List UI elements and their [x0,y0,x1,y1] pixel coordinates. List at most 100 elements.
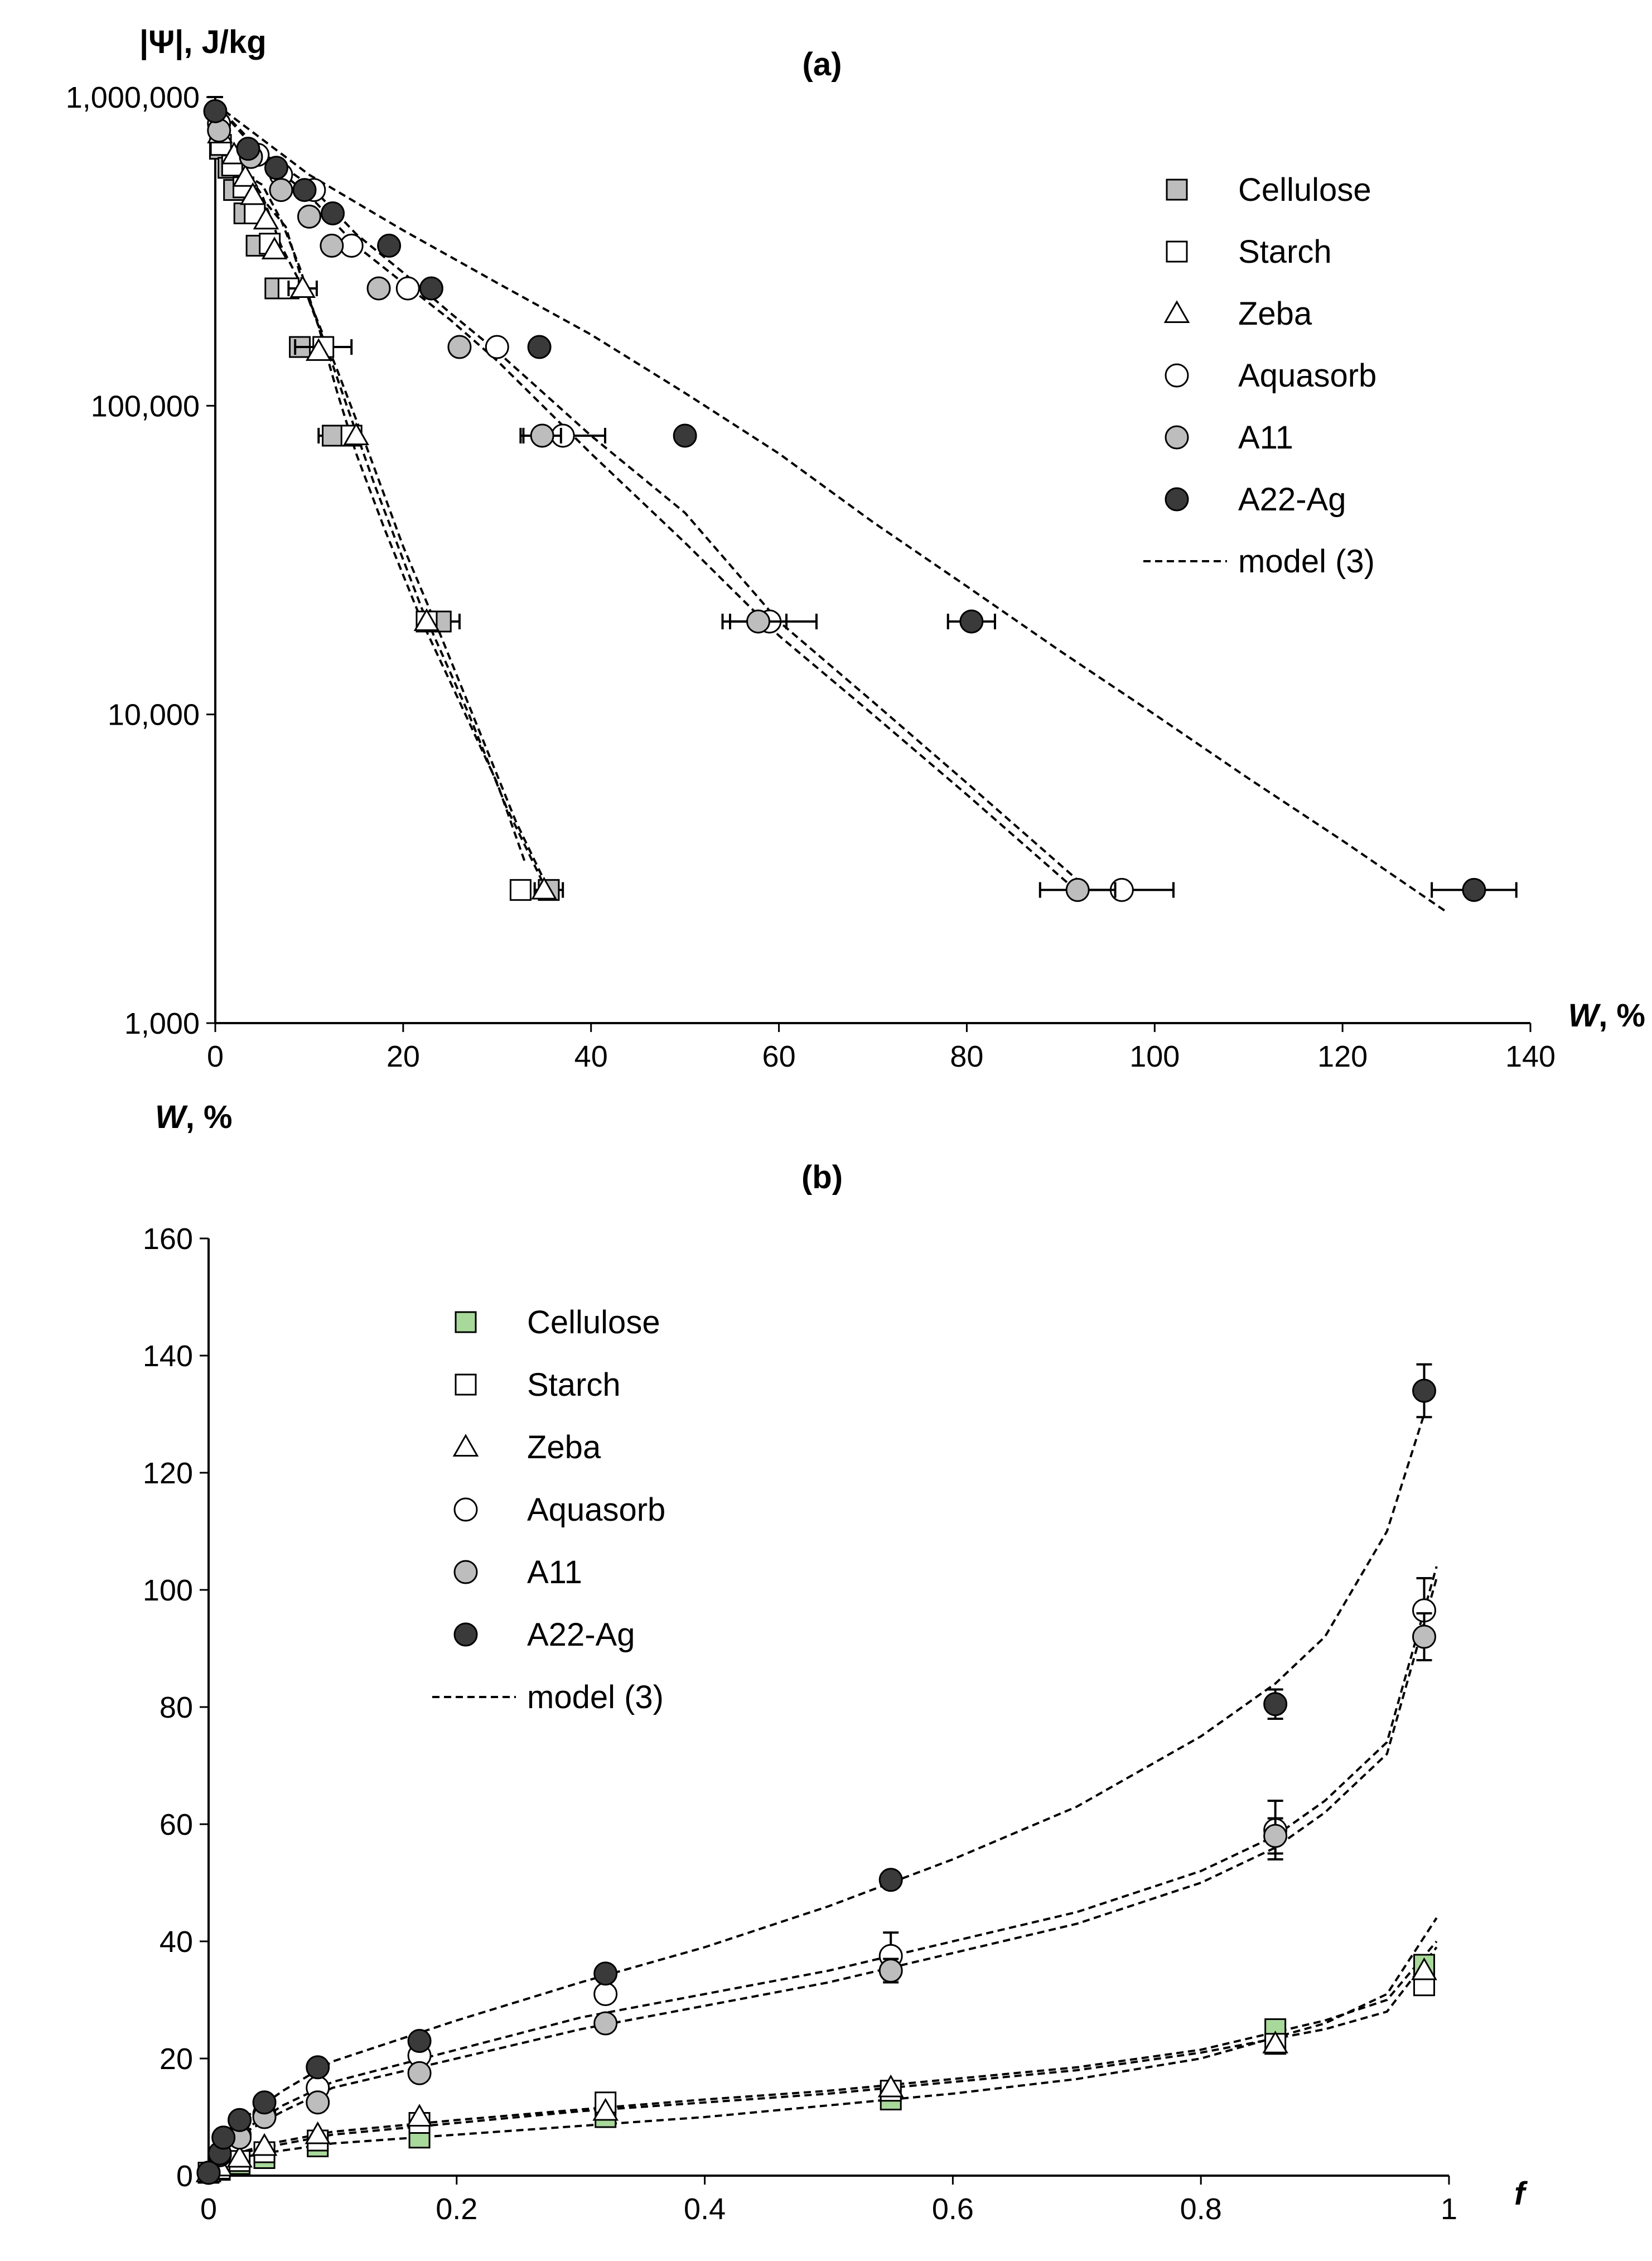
a-zeba-point [413,608,440,631]
b-a11-point [878,1959,903,1983]
panel-a-y-tick-label: 10,000 [108,698,200,732]
b-zeba-point [1411,1957,1437,1980]
panel-b-y-tick-label: 160 [143,1222,193,1256]
panel-b-y-tick-labels: 0 20 40 60 80 100 120 140 160 [143,1222,193,2193]
a-a22-ag-point [527,335,552,359]
b-zeba-point [592,2098,619,2121]
panel-a-y-tick-label: 100,000 [91,389,200,423]
panel-b-axes [200,1237,1450,2185]
b-legend-marker-aquasorb [453,1497,478,1522]
legend-label-zeba: Zeba [527,1429,601,1465]
panel-a-data-points [203,96,1518,902]
a-legend-marker-cellulose [1166,179,1188,201]
panel-b-x-axis-title: f [1514,2176,1528,2212]
b-a22-ag-point [878,1868,903,1892]
b-a11-point [407,2061,432,2085]
panel-a-x-tick-label: 120 [1317,1040,1368,1073]
a-a11-point [366,276,391,301]
b-a22-ag-point [593,1961,618,1986]
b-aquasorb-point [593,1982,618,2006]
panel-a-x-tick-label: 40 [574,1040,608,1073]
legend-label-zeba: Zeba [1238,296,1312,332]
a-zeba-point [289,275,316,298]
panel-a-x-tick-label: 60 [762,1040,796,1073]
panel-b-y-tick-label: 60 [160,1808,193,1841]
panel-a-x-tick-label: 20 [387,1040,420,1073]
b-zeba-point [406,2104,433,2127]
b-a22-ag-point [228,2108,252,2132]
panel-a-legend: Cellulose Starch Zeba Aquasorb A11 A22-A… [1238,172,1376,580]
a-model-curve [214,103,1090,891]
a-a11-point [269,178,293,203]
panel-a-x-tick-label: 100 [1129,1040,1180,1073]
legend-label-a11: A11 [527,1554,582,1590]
a-legend-marker-a11 [1165,425,1189,450]
b-a11-point [1412,1624,1437,1649]
panel-b-x-tick-label: 0.2 [436,2192,477,2226]
legend-label-aquasorb: Aquasorb [1238,358,1376,394]
panel-b-y-tick-label: 40 [160,1925,193,1959]
legend-label-model: model (3) [1238,543,1375,580]
b-legend-marker-starch [455,1373,477,1396]
panel-b-data-points [195,1363,1437,2185]
a-zeba-point [343,422,369,445]
b-model-curve [207,1414,1426,2176]
legend-label-cellulose: Cellulose [1238,172,1371,208]
a-zeba-point [531,876,557,900]
panel-b: (b) W, % f 0 0.2 0.4 0.6 0.8 1 0 20 40 6… [143,1099,1528,2226]
a-a11-point [320,233,344,258]
b-a11-point [1263,1824,1288,1848]
b-a22-ag-point [306,2055,330,2080]
panel-b-y-axis-title-unit: , % [186,1099,233,1135]
a-a22-ag-point [203,99,228,123]
b-a22-ag-point [407,2029,432,2053]
b-a11-point [306,2090,330,2115]
panel-a-x-tick-label: 140 [1505,1040,1556,1073]
legend-label-starch: Starch [527,1367,621,1403]
panel-b-x-tick-label: 0.4 [684,2192,726,2226]
panel-a-y-axis-title-text: |Ψ|, J/kg [139,24,267,60]
panel-b-y-tick-label: 140 [143,1339,193,1373]
a-a22-ag-point [292,178,317,203]
a-model-curve [214,103,1071,886]
b-a22-ag-point [1412,1378,1437,1403]
a-zeba-point [253,206,279,230]
a-model-curve [214,104,545,886]
b-model-curve [207,1946,1438,2177]
panel-a-legend-markers [1143,179,1227,562]
panel-a-y-tick-label: 1,000,000 [66,81,200,114]
legend-label-aquasorb: Aquasorb [527,1492,665,1528]
a-legend-marker-zeba [1163,300,1190,324]
a-starch-point [244,202,266,224]
b-model-curve [207,1566,1438,2176]
b-a11-point [593,2011,618,2036]
panel-a-title: (a) [803,46,842,83]
a-a22-ag-point [264,156,288,180]
a-zeba-point [232,163,259,187]
b-zeba-point [305,2121,331,2144]
panel-b-x-tick-label: 0.6 [932,2192,974,2226]
panel-a-y-tick-labels: 1,000 10,000 100,000 1,000,000 [66,81,200,1040]
a-a11-point [1065,878,1090,902]
a-cellulose-point [322,425,344,447]
a-a11-point [746,609,771,634]
b-model-curve [207,1917,1438,2177]
a-a22-ag-point [321,201,345,225]
a-a22-ag-point [673,423,697,448]
a-legend-marker-a22-ag [1165,487,1189,512]
a-a22-ag-point [1462,878,1486,902]
a-starch-point [509,879,532,901]
a-model-curve [214,104,526,864]
panel-a: (a) |Ψ|, J/kg W, % 0 20 40 60 80 100 120… [66,24,1645,1073]
panel-b-y-tick-label: 80 [160,1691,193,1724]
a-a11-point [530,423,554,448]
b-legend-marker-a22-ag [453,1622,478,1647]
a-aquasorb-point [485,335,509,359]
b-zeba-point [1262,2031,1288,2053]
b-legend-marker-a11 [453,1560,478,1584]
b-zeba-point [226,2144,253,2168]
a-zeba-point [305,338,332,361]
a-legend-marker-starch [1166,240,1188,263]
b-legend-marker-zeba [452,1434,479,1457]
panel-a-x-tick-label: 0 [207,1040,224,1073]
